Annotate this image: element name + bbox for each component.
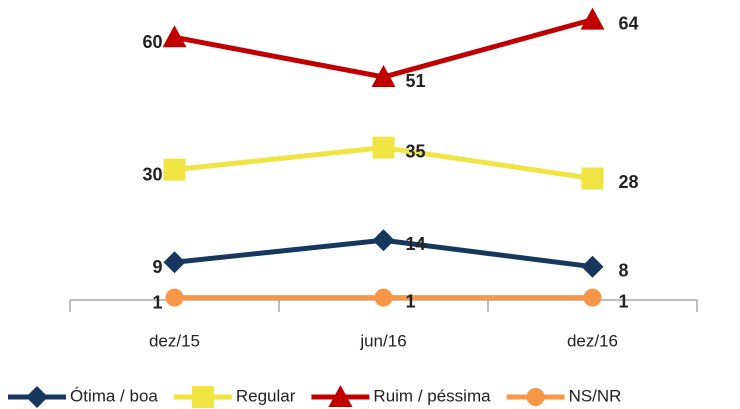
x-tick-label: dez/15 xyxy=(149,331,200,350)
data-label: 35 xyxy=(406,141,426,161)
legend-label: Ruim / péssima xyxy=(373,386,491,405)
data-label: 9 xyxy=(152,257,162,277)
point xyxy=(581,255,604,278)
data-label: 1 xyxy=(152,292,162,312)
point xyxy=(163,251,186,274)
legend-marker xyxy=(191,386,214,408)
data-label: 28 xyxy=(619,172,639,192)
x-tick-label: jun/16 xyxy=(359,331,406,350)
legend-label: NS/NR xyxy=(569,386,622,405)
data-label: 14 xyxy=(406,234,426,254)
legend-marker xyxy=(526,388,545,406)
data-label: 1 xyxy=(619,291,629,311)
data-label: 8 xyxy=(619,260,629,280)
point xyxy=(163,158,186,181)
data-label: 1 xyxy=(406,291,416,311)
point xyxy=(162,25,187,48)
data-label: 30 xyxy=(142,164,162,184)
data-label: 51 xyxy=(406,71,426,91)
x-tick-label: dez/16 xyxy=(567,331,618,350)
point xyxy=(372,136,395,159)
data-label: 60 xyxy=(142,32,162,52)
legend-marker xyxy=(328,385,353,407)
point xyxy=(372,229,395,252)
legend-marker xyxy=(26,386,48,408)
data-label: 64 xyxy=(619,13,639,33)
point xyxy=(580,7,605,30)
point xyxy=(583,288,602,307)
point xyxy=(165,288,184,307)
legend-label: Regular xyxy=(236,386,296,405)
point xyxy=(581,167,604,190)
point xyxy=(374,288,393,307)
legend-label: Ótima / boa xyxy=(70,386,158,405)
point xyxy=(371,65,396,87)
